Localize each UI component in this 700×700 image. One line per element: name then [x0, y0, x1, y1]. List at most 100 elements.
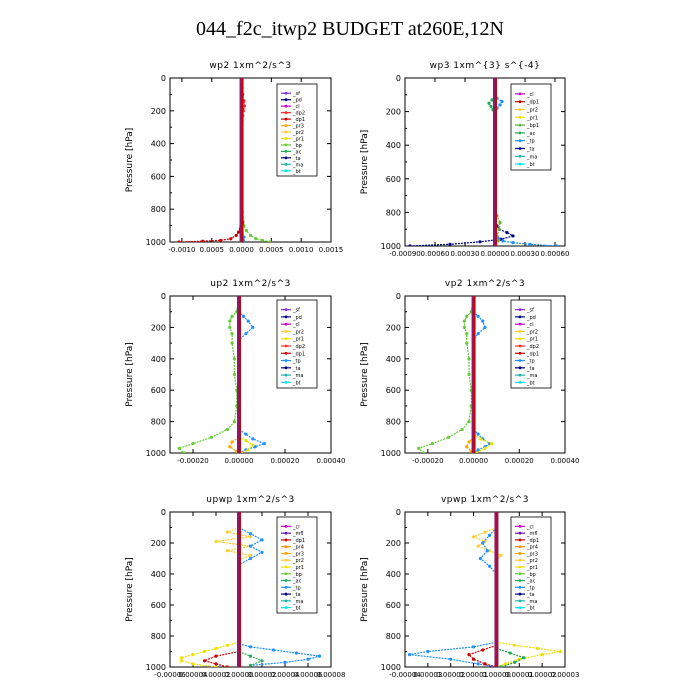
series-point: [248, 663, 253, 667]
legend-marker: [518, 572, 522, 576]
legend-label: _tp: [292, 359, 301, 365]
legend-marker: [284, 344, 288, 348]
series-point: [251, 443, 255, 447]
legend-marker: [284, 330, 288, 333]
legend-label: _bt: [526, 380, 535, 386]
series-point: [490, 441, 494, 446]
legend-label: _bp1: [526, 123, 539, 129]
plot-area: [408, 78, 559, 246]
legend-label: _cl: [292, 322, 300, 328]
legend-marker: [518, 531, 522, 535]
x-tick-label: 0.0000: [229, 246, 254, 254]
series-line: [240, 201, 271, 242]
panel-title: vpwp 1xm^2/s^3: [441, 495, 529, 505]
series-line: [496, 641, 561, 667]
series-point: [476, 314, 480, 319]
legend-label: _ta: [292, 366, 301, 372]
series-point: [417, 446, 421, 450]
y-tick-label: 200: [151, 539, 166, 548]
y-tick-label: 1000: [381, 663, 401, 672]
legend-label: _dp2: [292, 111, 305, 117]
legend-marker: [518, 545, 522, 549]
series-point: [535, 646, 540, 651]
series-point: [490, 98, 494, 102]
panel-title: wp3 1xm^{3} s^{-4}: [430, 61, 541, 71]
y-tick-label: 1000: [146, 663, 166, 672]
legend-label: _sf: [526, 308, 534, 314]
series-point: [513, 660, 517, 664]
x-tick-label: 0.00000: [225, 671, 254, 679]
series-line: [467, 644, 497, 667]
legend-marker: [284, 579, 288, 582]
series-point: [248, 233, 253, 238]
legend-marker: [518, 131, 522, 135]
legend-marker: [284, 130, 288, 134]
series-point: [182, 451, 186, 453]
legend-label: _ta: [526, 366, 535, 372]
legend-marker: [284, 373, 288, 377]
series-point: [407, 653, 412, 657]
series-line: [238, 643, 320, 667]
series-point: [465, 314, 469, 319]
legend: _cl_mfl_dp1_pr4_pr3_pr2_pr1_bp_ac_tp_ta_…: [510, 516, 552, 614]
legend-marker: [518, 592, 522, 596]
x-tick-label: 0.00030: [511, 250, 540, 258]
series-point: [408, 244, 412, 246]
legend-label: _tp: [526, 139, 535, 145]
legend-marker: [284, 599, 288, 603]
y-tick-label: 1000: [146, 238, 166, 247]
y-tick-label: 1000: [381, 449, 401, 458]
y-axis-label: Pressure [hPa]: [125, 557, 135, 622]
series-point: [209, 435, 213, 439]
legend: _sf_pd_cl_pr2 _pr1_dp2_dp1 _tp_ta_ma_bt: [276, 299, 318, 389]
legend-label: _ta: [292, 156, 301, 162]
series-point: [248, 544, 253, 548]
series-point: [487, 533, 492, 537]
legend-marker: [284, 104, 288, 108]
panel-vp2: vp2 1xm^2/s^3 Pressure [hPa] 0 200 400 600 800…: [360, 279, 579, 465]
legend-marker: [284, 552, 288, 555]
legend-marker: [518, 139, 522, 143]
legend-marker: [284, 91, 288, 95]
legend-marker: [518, 351, 522, 355]
legend-label: _dp2: [526, 344, 539, 350]
legend-label: _sf: [292, 91, 300, 97]
series-point: [511, 234, 515, 238]
series-point: [179, 656, 184, 660]
series-point: [253, 445, 257, 449]
series-line: [202, 650, 240, 667]
legend-marker: [284, 98, 288, 102]
series-point: [481, 541, 485, 545]
legend-label: _dp1: [292, 351, 305, 357]
series-point: [483, 662, 487, 666]
series-point: [499, 553, 503, 558]
x-tick-label: 0.00020: [505, 457, 534, 465]
series-point: [248, 535, 253, 539]
series-point: [446, 435, 451, 439]
y-tick-label: 200: [151, 107, 166, 116]
plot-area: [177, 78, 272, 242]
series-point: [483, 325, 487, 329]
series-line: [238, 311, 254, 341]
legend-marker: [284, 315, 288, 319]
series-point: [430, 441, 435, 446]
y-tick-label: 1000: [146, 449, 166, 458]
series-line: [471, 526, 503, 561]
series-point: [214, 662, 218, 666]
series-point: [271, 648, 276, 652]
x-tick-label: 0.00003: [551, 671, 580, 679]
series-point: [467, 372, 471, 377]
legend: _sf_pd_cl_dp2_dp1_pr3_pr2_pr1_bp_ac_ta_m…: [276, 83, 318, 177]
legend-marker: [518, 380, 522, 384]
series-line: [238, 428, 267, 453]
legend-marker: [284, 117, 288, 121]
legend-label: _ma: [292, 373, 303, 379]
legend-label: _bt: [526, 162, 535, 168]
x-tick-label: 0.00020: [271, 457, 300, 465]
y-tick-label: 400: [151, 570, 166, 579]
legend-label: _pr3: [526, 551, 538, 557]
legend-box: [510, 299, 552, 389]
legend-label: _dp2: [292, 344, 305, 350]
x-tick-label: 0.00004: [179, 671, 208, 679]
